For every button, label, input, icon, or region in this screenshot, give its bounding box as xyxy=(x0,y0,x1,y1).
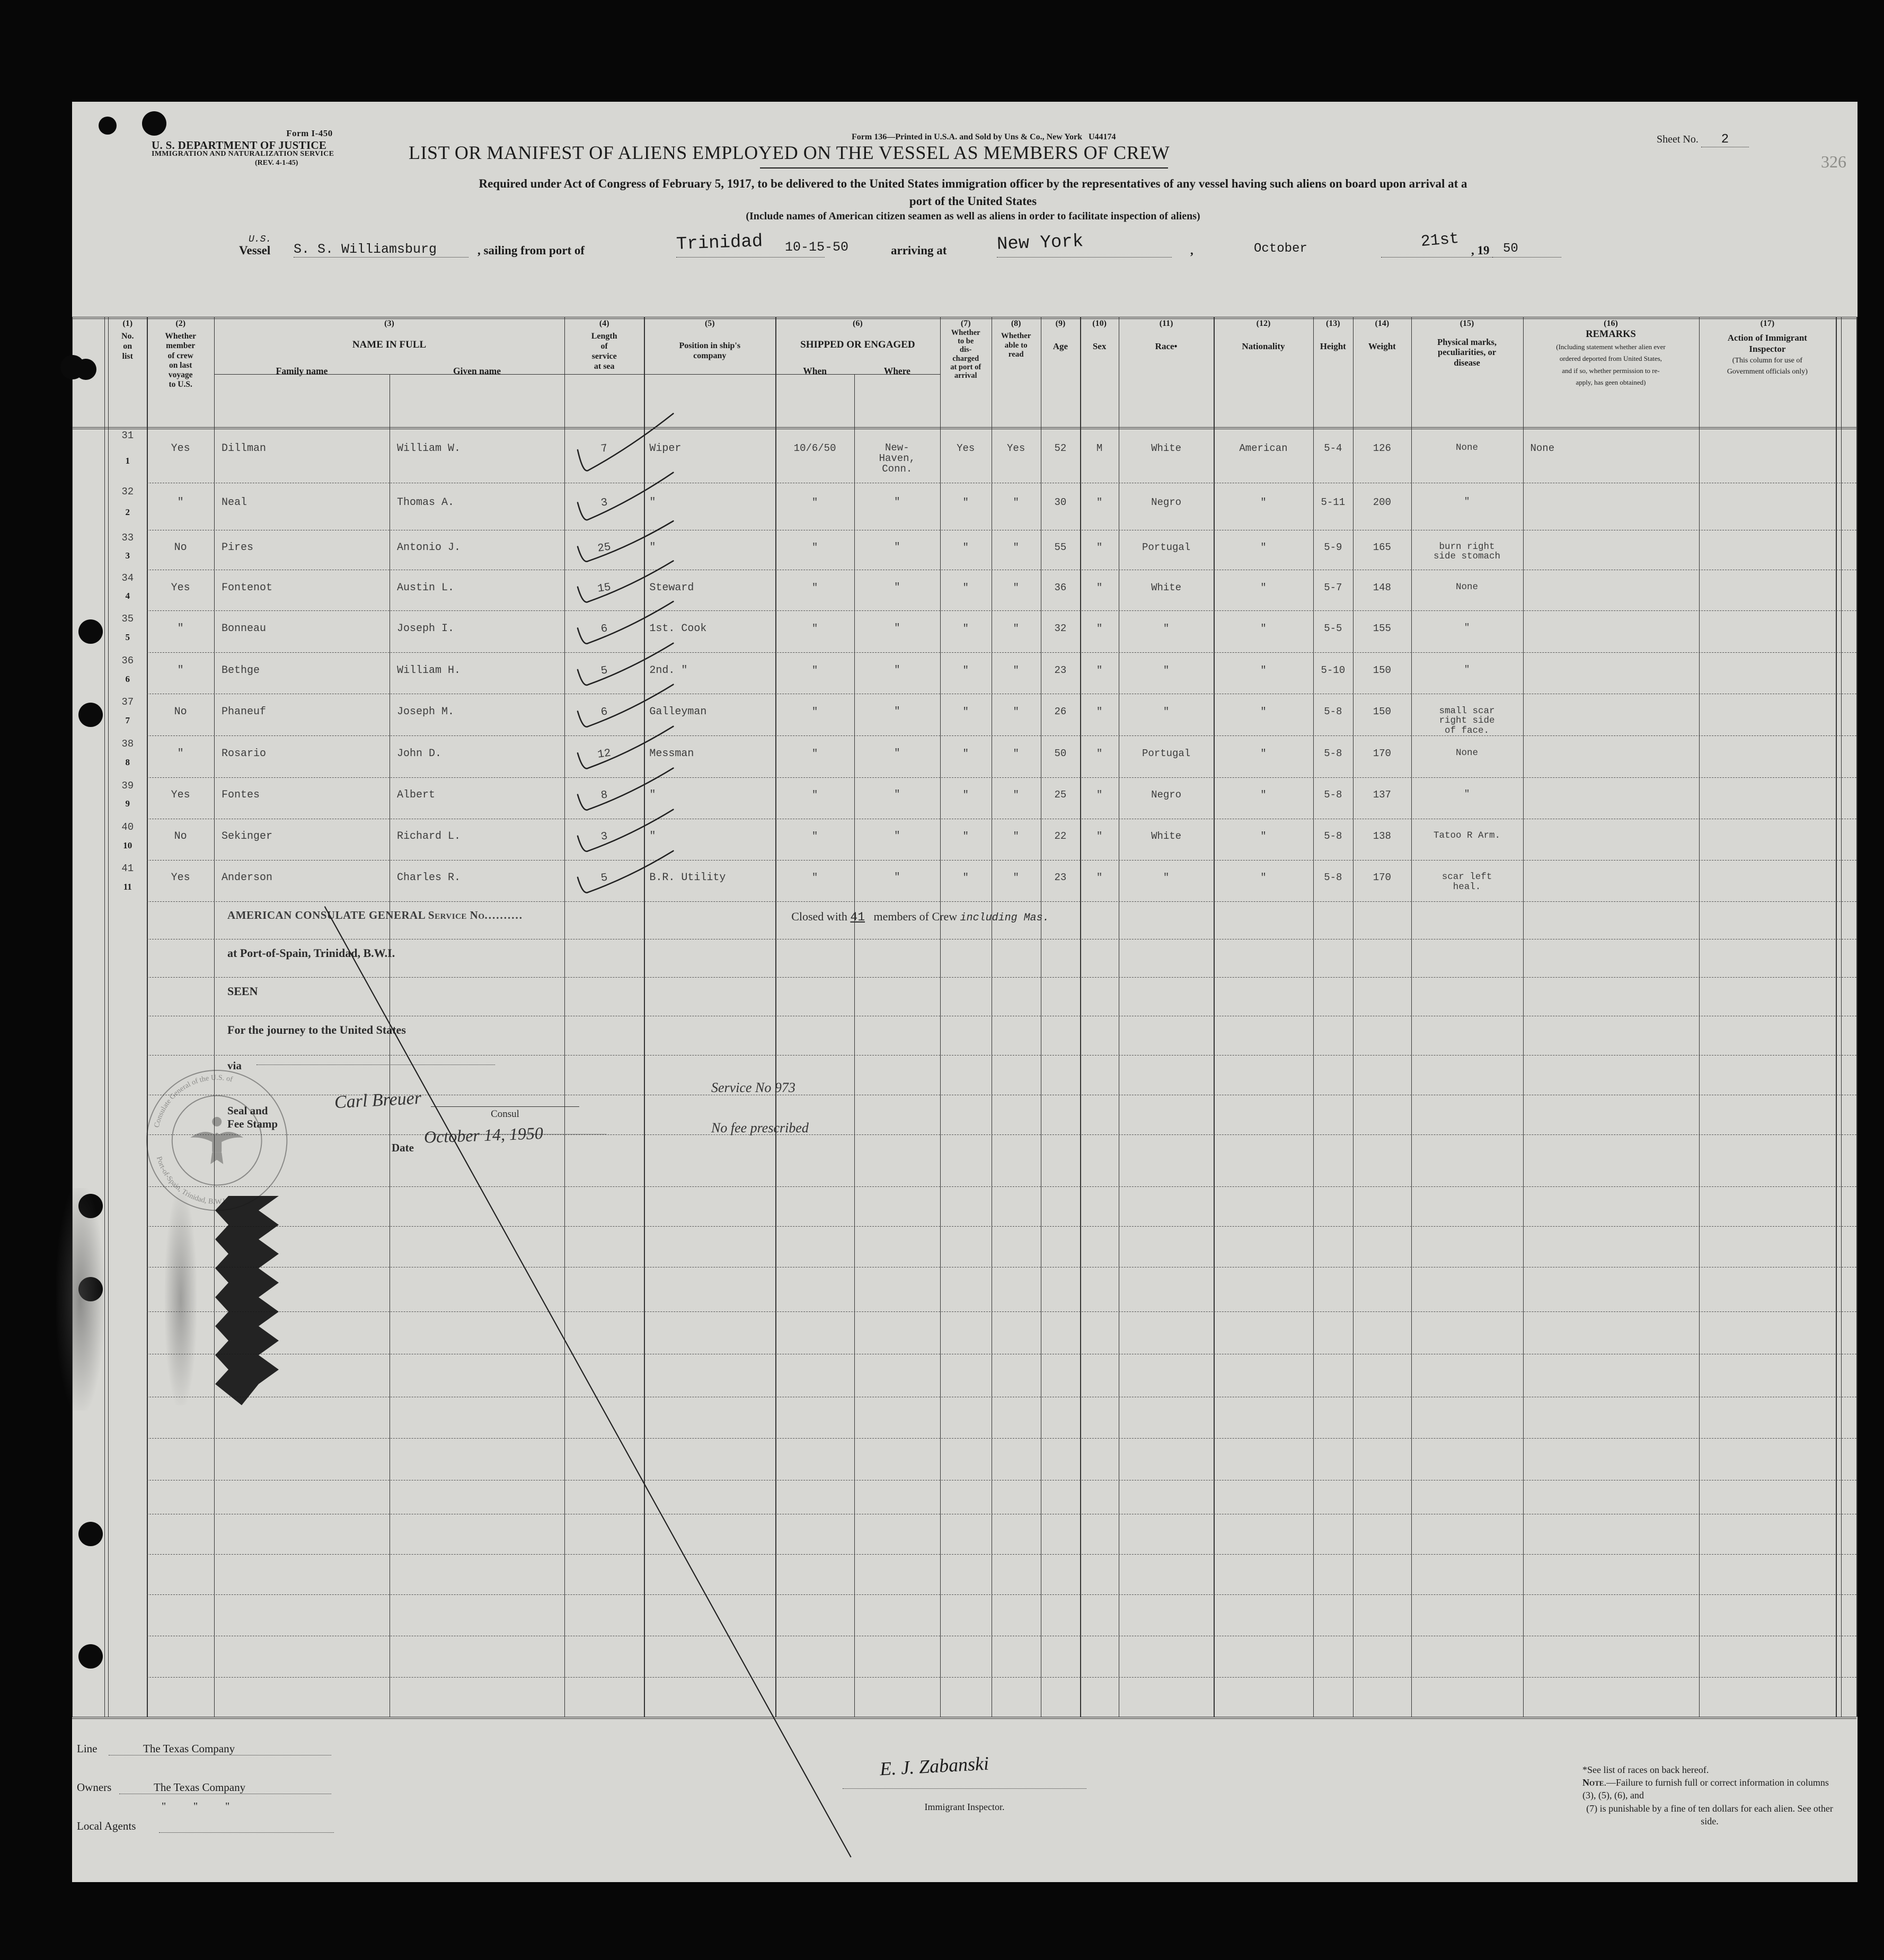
svg-text:Consulate General of the U.S.: Consulate General of the U.S. of xyxy=(153,1074,234,1129)
